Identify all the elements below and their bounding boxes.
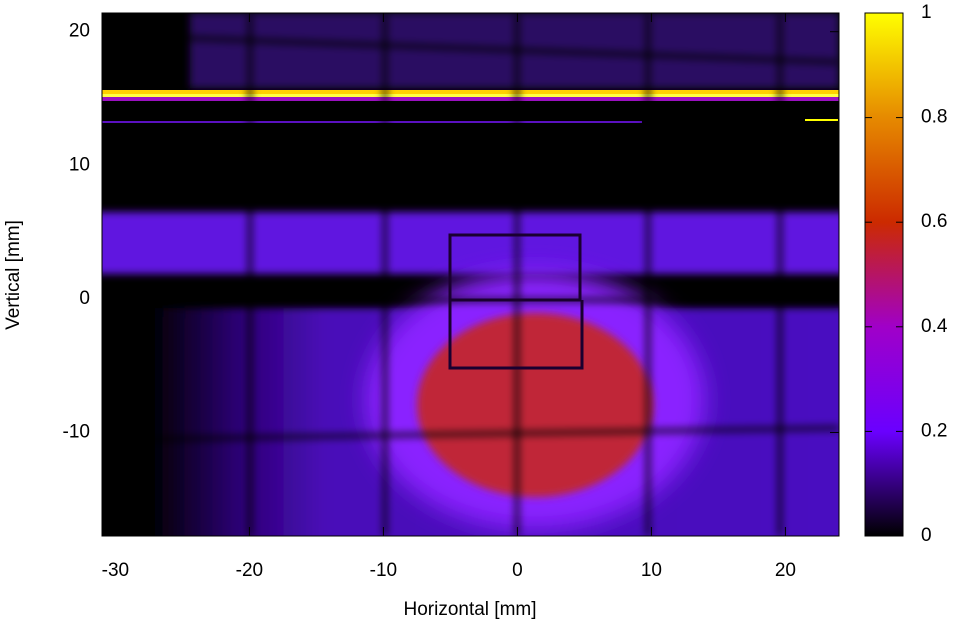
plot-frame xyxy=(101,12,840,537)
colorbar-tick-label: 0.4 xyxy=(921,316,948,337)
colorbar-tick-label: 0.6 xyxy=(921,211,947,232)
y-tick-label: 10 xyxy=(69,154,90,175)
colorbar-tick-label: 0.2 xyxy=(921,420,947,441)
x-tick-label: 20 xyxy=(775,560,796,581)
colorbar-tick-label: 0 xyxy=(921,525,932,546)
y-axis-label: Vertical [mm] xyxy=(3,220,24,330)
x-tick-label: -30 xyxy=(102,560,129,581)
x-axis-label: Horizontal [mm] xyxy=(403,599,536,620)
colorbar-tick-label: 0.8 xyxy=(921,107,947,128)
x-tick-label: -20 xyxy=(236,560,263,581)
x-tick-label: 0 xyxy=(512,560,523,581)
y-tick-label: 20 xyxy=(69,21,90,42)
x-tick-label: 10 xyxy=(641,560,662,581)
colorbar xyxy=(864,12,904,537)
y-tick-label: -10 xyxy=(63,421,90,442)
y-tick-label: 0 xyxy=(79,288,90,309)
x-tick-label: -10 xyxy=(370,560,397,581)
colorbar-tick-label: 1 xyxy=(921,2,932,23)
heatmap-image xyxy=(102,13,839,536)
